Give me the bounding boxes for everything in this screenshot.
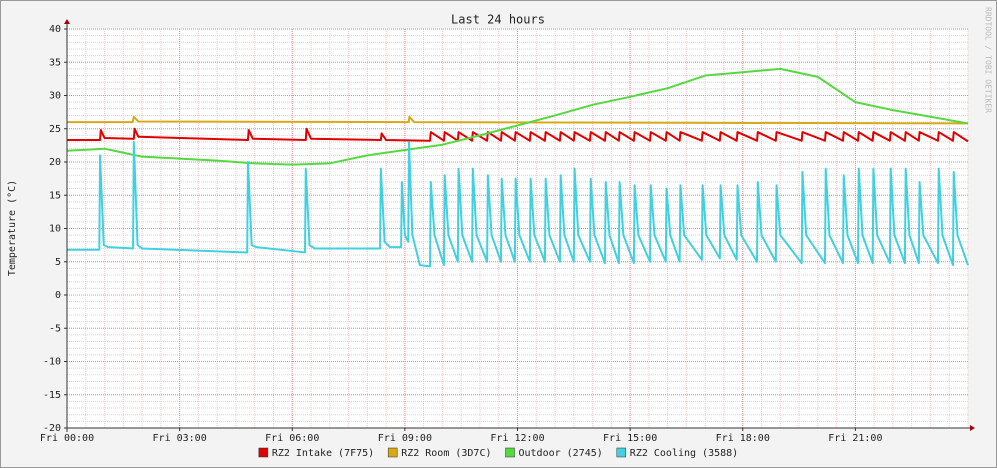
x-tick-label: Fri 21:00 bbox=[828, 433, 882, 444]
y-tick-label: 10 bbox=[49, 224, 61, 235]
x-tick-label: Fri 15:00 bbox=[603, 433, 657, 444]
legend-label: RZ2 Intake (7F75) bbox=[272, 448, 374, 459]
y-tick-label: 20 bbox=[49, 157, 61, 168]
y-axis-label: Temperature (°C) bbox=[7, 180, 18, 276]
legend-swatch bbox=[505, 447, 515, 458]
x-tick-label: Fri 18:00 bbox=[716, 433, 770, 444]
x-tick-label: Fri 12:00 bbox=[490, 433, 544, 444]
y-tick-label: 25 bbox=[49, 124, 61, 135]
y-tick-label: -20 bbox=[43, 423, 61, 434]
x-tick-label: Fri 06:00 bbox=[265, 433, 319, 444]
series-line bbox=[67, 115, 969, 125]
y-tick-label: 30 bbox=[49, 91, 61, 102]
legend-swatch bbox=[387, 447, 398, 458]
y-tick-label: -5 bbox=[49, 323, 61, 334]
chart-title: Last 24 hours bbox=[451, 13, 545, 27]
legend-label: RZ2 Room (3D7C) bbox=[401, 448, 491, 459]
legend-label: RZ2 Cooling (3588) bbox=[630, 448, 738, 459]
legend-label: Outdoor (2745) bbox=[519, 448, 603, 459]
series-line bbox=[66, 67, 969, 166]
legend-item: RZ2 Room (3D7C) bbox=[387, 447, 492, 459]
y-tick-label: 35 bbox=[49, 57, 61, 68]
y-tick-label: 40 bbox=[49, 24, 61, 35]
x-tick-label: Fri 03:00 bbox=[153, 433, 207, 444]
y-tick-label: -15 bbox=[43, 390, 61, 401]
y-arrow bbox=[64, 19, 70, 24]
y-tick-label: 0 bbox=[55, 290, 61, 301]
x-tick-label: Fri 09:00 bbox=[378, 433, 432, 444]
y-tick-label: 15 bbox=[49, 190, 61, 201]
x-tick-label: Fri 00:00 bbox=[40, 433, 94, 444]
legend-swatch bbox=[616, 447, 627, 458]
legend-item: Outdoor (2745) bbox=[505, 447, 603, 459]
series-line bbox=[67, 141, 969, 268]
y-tick-label: 5 bbox=[55, 257, 61, 268]
series-line bbox=[67, 127, 969, 143]
x-arrow bbox=[970, 425, 975, 431]
legend-item: RZ2 Cooling (3588) bbox=[616, 447, 738, 459]
lines bbox=[66, 67, 969, 268]
legend: RZ2 Intake (7F75) RZ2 Room (3D7C) Outdoor … bbox=[258, 447, 738, 459]
y-tick-label: -10 bbox=[43, 357, 61, 368]
watermark: RRDTOOL / TOBI OETIKER bbox=[984, 7, 993, 113]
legend-item: RZ2 Intake (7F75) bbox=[258, 447, 374, 459]
legend-swatch bbox=[258, 447, 269, 458]
axes: -20 -15 -10 -5 0 5 10 15 20 25 30 35 40 Fri 00:00 Fri … bbox=[40, 19, 975, 444]
